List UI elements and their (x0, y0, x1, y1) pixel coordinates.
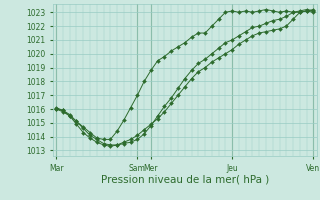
X-axis label: Pression niveau de la mer( hPa ): Pression niveau de la mer( hPa ) (101, 174, 269, 184)
